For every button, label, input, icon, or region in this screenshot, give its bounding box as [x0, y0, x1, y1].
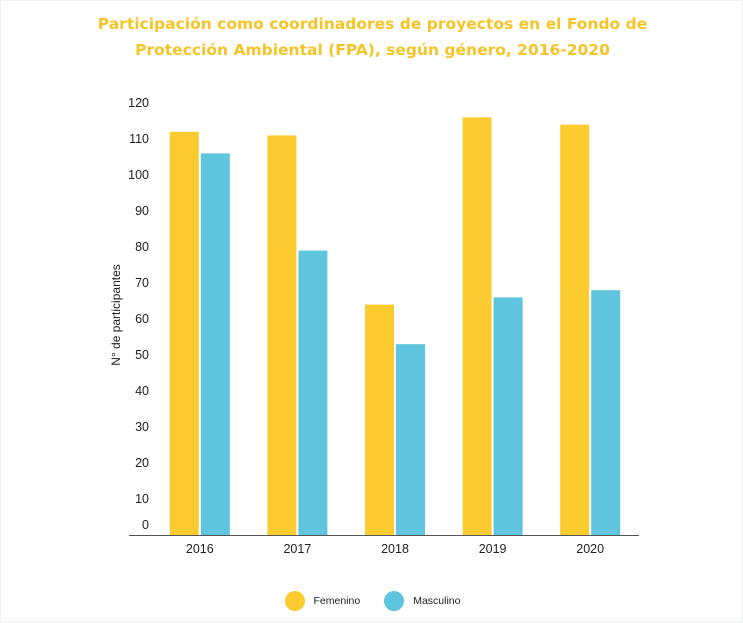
- y-tick-label: 120: [128, 96, 149, 110]
- bar-masculino-2018: [396, 344, 425, 535]
- y-tick-label: 100: [128, 168, 149, 182]
- y-tick-label: 50: [135, 348, 149, 362]
- legend-swatch-femenino: [284, 591, 305, 611]
- bar-masculino-2017: [298, 250, 328, 535]
- bar-femenino-2020: [560, 124, 590, 535]
- bar-masculino-2016: [200, 153, 230, 535]
- x-tick-label: 2017: [283, 542, 311, 556]
- bar-femenino-2016: [169, 131, 199, 536]
- x-tick-label: 2020: [576, 542, 604, 556]
- y-tick-label: 30: [135, 420, 149, 434]
- bar-femenino-2018: [365, 304, 394, 535]
- x-tick-label: 2019: [479, 542, 507, 556]
- y-tick-label: 90: [135, 204, 149, 218]
- y-tick-label: 70: [135, 276, 149, 290]
- chart-title-line-2: Protección Ambiental (FPA), según género…: [135, 41, 610, 59]
- chart-title: Participación como coordinadores de proy…: [1, 11, 743, 63]
- legend-label-femenino: Femenino: [313, 595, 361, 607]
- y-tick-label: 80: [135, 240, 149, 254]
- legend-item-masculino: Masculino: [384, 591, 460, 611]
- bar-masculino-2019: [493, 297, 523, 535]
- y-tick-label: 40: [135, 384, 149, 398]
- chart-legend: Femenino Masculino: [1, 591, 743, 611]
- bar-femenino-2019: [462, 117, 492, 536]
- bar-masculino-2020: [591, 290, 621, 535]
- y-tick-label: 10: [135, 492, 149, 506]
- y-tick-label: 110: [129, 132, 149, 146]
- bar-femenino-2017: [267, 135, 297, 535]
- chart-title-line-1: Participación como coordinadores de proy…: [97, 15, 648, 33]
- x-tick-label: 2016: [186, 542, 214, 556]
- x-tick-label: 2018: [381, 542, 409, 556]
- legend-item-femenino: Femenino: [284, 591, 361, 611]
- legend-label-masculino: Masculino: [413, 595, 461, 607]
- y-tick-label: 60: [135, 312, 149, 326]
- y-tick-label: 0: [142, 518, 149, 532]
- y-tick-label: 20: [135, 456, 149, 470]
- y-axis-title: N° de participantes: [109, 264, 123, 366]
- legend-swatch-masculino: [384, 591, 405, 611]
